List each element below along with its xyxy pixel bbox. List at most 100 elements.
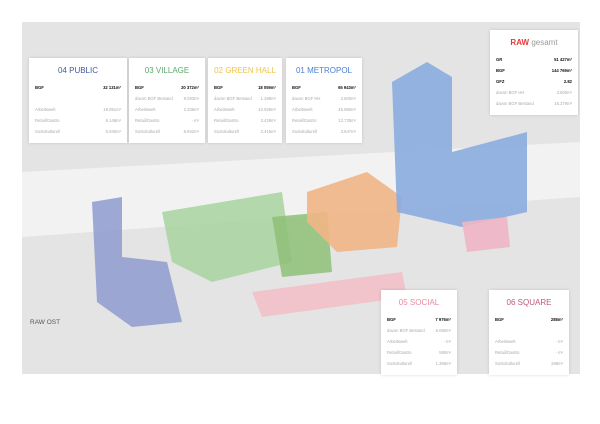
panel-row: BGF 32 131m²: [35, 82, 121, 93]
panel-row: davon BGF HH 3.500m²: [496, 87, 572, 98]
row-value: 3.429m²: [260, 118, 276, 123]
map-label: RAW OST: [30, 319, 61, 326]
panel-row: davon BGF Bestand 6.080m²: [387, 325, 451, 336]
panel-village: 03 VILLAGE BGF 20 372m² davon BGF Bestand 9.…: [129, 58, 205, 143]
panel-row: Retail/Gastro 590m²: [387, 347, 451, 358]
row-label: davon BGF Bestand: [135, 96, 173, 101]
row-label: Soziokulturell: [135, 129, 160, 134]
row-label: davon BGF Bestand: [214, 96, 252, 101]
panel-raw: RAW gesamt GR 51 427m² BGF 144 769m² GFZ 2.82 d…: [490, 30, 578, 115]
row-value: - m²: [191, 118, 199, 123]
panel-row: GFZ 2.82: [496, 76, 572, 87]
row-label: Arbeitswelt: [387, 339, 408, 344]
row-label: GFZ: [496, 79, 505, 84]
row-value: 65 943m²: [338, 85, 356, 90]
panel-square: 06 SQUARE BGF 288m² Arbeitswelt - m² Retail/G…: [489, 290, 569, 375]
row-label: Arbeitswelt: [135, 107, 156, 112]
building-metropol-hall: [307, 172, 402, 252]
row-value: 2.336m²: [183, 107, 199, 112]
panel-row: Retail/Gastro - m²: [135, 115, 199, 126]
row-label: Soziokulturell: [35, 129, 60, 134]
row-value: 144 769m²: [551, 68, 572, 73]
panel-row: BGF 144 769m²: [496, 65, 572, 76]
panel-metropol: 01 METROPOL BGF 65 943m² davon BGF HH 3.500m…: [286, 58, 362, 143]
panel-row: Soziokulturell 3.647m²: [292, 126, 356, 137]
row-value: 288m²: [551, 361, 563, 366]
row-value: 9.093m²: [183, 96, 199, 101]
row-label: davon BGF Bestand: [387, 328, 425, 333]
panel-row: Arbeitswelt 19.051m²: [35, 104, 121, 115]
row-value: 6.930m²: [105, 129, 121, 134]
panel-row: Retail/Gastro - m²: [495, 347, 563, 358]
row-label: BGF: [292, 85, 301, 90]
row-label: BGF: [495, 317, 504, 322]
panel-row: BGF 18 059m²: [214, 82, 276, 93]
building-social: [252, 272, 407, 317]
row-label: Retail/Gastro: [214, 118, 239, 123]
row-label: Soziokulturell: [292, 129, 317, 134]
row-label: davon BGF Bestand: [496, 101, 534, 106]
row-value: 51 427m²: [554, 57, 572, 62]
panel-row: Arbeitswelt - m²: [495, 336, 563, 347]
row-label: Retail/Gastro: [135, 118, 160, 123]
panel-title: 03 VILLAGE: [144, 66, 190, 75]
row-label: BGF: [135, 85, 144, 90]
row-value: 3.647m²: [340, 129, 356, 134]
panel-row: davon BGF Bestand 16.379m²: [496, 98, 572, 109]
row-label: Retail/Gastro: [35, 118, 60, 123]
panel-row: BGF 288m²: [495, 314, 563, 325]
row-label: Arbeitswelt: [214, 107, 235, 112]
panel-row: Soziokulturell 2.415m²: [214, 126, 276, 137]
row-value: 45.990m²: [338, 107, 356, 112]
panel-row: Retail/Gastro 3.429m²: [214, 115, 276, 126]
panel-row: GR 51 427m²: [496, 54, 572, 65]
row-label: Retail/Gastro: [387, 350, 412, 355]
panel-row: Arbeitswelt 10.929m²: [214, 104, 276, 115]
row-label: Retail/Gastro: [292, 118, 317, 123]
row-label: Retail/Gastro: [495, 350, 520, 355]
row-value: 19.051m²: [103, 107, 121, 112]
panel-title: RAW gesamt: [510, 38, 558, 47]
row-label: Soziokulturell: [495, 361, 520, 366]
row-label: GR: [496, 57, 503, 62]
row-value: 1.288m²: [260, 96, 276, 101]
panel-row: Arbeitswelt - m²: [387, 336, 451, 347]
row-value: - m²: [443, 339, 451, 344]
panel-row: davon BGF Bestand 1.288m²: [214, 93, 276, 104]
row-label: davon BGF HH: [496, 90, 525, 95]
row-value: 1.396m²: [435, 361, 451, 366]
row-value: 16.379m²: [554, 101, 572, 106]
row-value: 7 976m²: [435, 317, 451, 322]
panel-row: Soziokulturell 1.396m²: [387, 358, 451, 369]
panel-row: BGF 7 976m²: [387, 314, 451, 325]
building-metropol-towers: [392, 62, 527, 227]
building-village: [162, 192, 292, 282]
row-value: 13.735m²: [338, 118, 356, 123]
row-value: 32 131m²: [103, 85, 121, 90]
panel-social: 05 SOCIAL BGF 7 976m² davon BGF Bestand 6.08…: [381, 290, 457, 375]
row-value: 6.080m²: [435, 328, 451, 333]
panel-title: 01 METROPOL: [295, 66, 352, 75]
row-label: Soziokulturell: [387, 361, 412, 366]
row-label: Arbeitswelt: [292, 107, 313, 112]
row-value: - m²: [555, 339, 563, 344]
row-value: 590m²: [439, 350, 451, 355]
panel-row: Soziokulturell 6.930m²: [35, 126, 121, 137]
panel-row: Arbeitswelt 2.336m²: [135, 104, 199, 115]
row-label: BGF: [387, 317, 396, 322]
row-value: 3.500m²: [340, 96, 356, 101]
row-label: BGF: [214, 85, 223, 90]
buildings-illustration: [22, 62, 580, 327]
panel-row: BGF 65 943m²: [292, 82, 356, 93]
row-value: 2.82: [563, 79, 572, 84]
panel-title: 02 GREEN HALL: [214, 66, 276, 75]
panel-row: davon BGF Bestand 9.093m²: [135, 93, 199, 104]
panel-row: Arbeitswelt 45.990m²: [292, 104, 356, 115]
row-value: 288m²: [550, 317, 563, 322]
panel-title: 06 SQUARE: [506, 298, 552, 307]
row-label: Arbeitswelt: [35, 107, 56, 112]
panel-row: Retail/Gastro 6.149m²: [35, 115, 121, 126]
row-label: Arbeitswelt: [495, 339, 516, 344]
panel-row: BGF 20 372m²: [135, 82, 199, 93]
row-label: BGF: [35, 85, 44, 90]
